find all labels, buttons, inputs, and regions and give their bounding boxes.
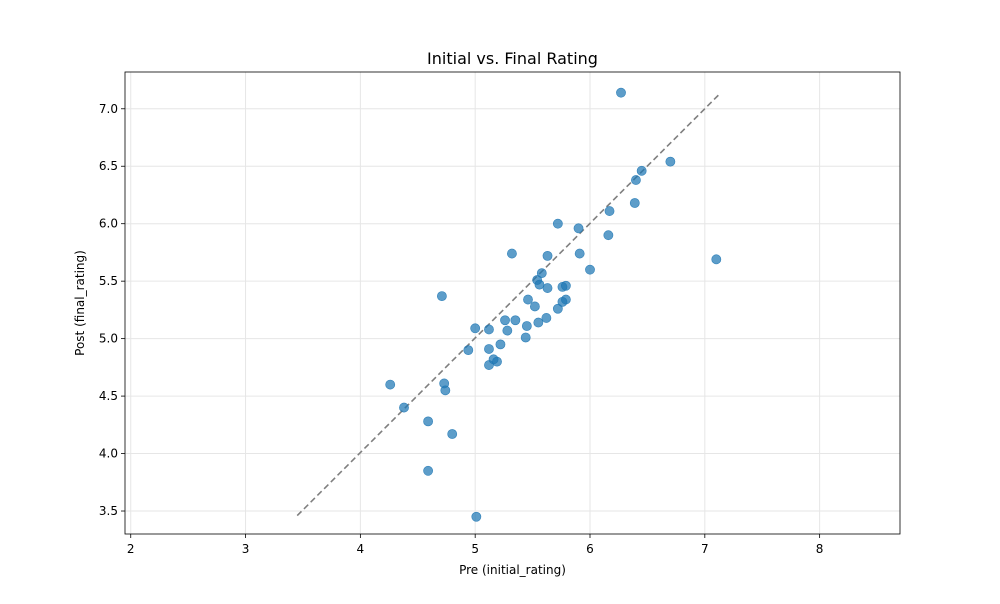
plot-area-frame xyxy=(124,71,901,535)
scatter-point xyxy=(541,313,552,323)
y-tick-label: 4.0 xyxy=(99,447,118,461)
scatter-point xyxy=(470,323,481,334)
scatter-point xyxy=(385,379,396,390)
scatter-point xyxy=(510,315,521,326)
scatter-point xyxy=(507,248,517,259)
scatter-point xyxy=(552,303,563,314)
scatter-point xyxy=(557,296,568,307)
scatter-point xyxy=(447,429,458,439)
scatter-point xyxy=(484,324,494,335)
scatter-point xyxy=(536,268,547,279)
scatter-point xyxy=(636,165,647,176)
scatter-point xyxy=(631,175,641,185)
x-tick-label: 3 xyxy=(242,542,250,556)
scatter-point xyxy=(574,248,585,259)
scatter-point xyxy=(423,465,434,476)
scatter-point xyxy=(533,317,544,328)
scatter-point xyxy=(463,345,474,356)
y-axis-label: Post (final_rating) xyxy=(73,250,87,356)
x-axis-ticks: 2 3 4 5 6 7 8 xyxy=(127,534,824,556)
x-tick-label: 5 xyxy=(471,542,479,556)
scatter-point xyxy=(603,230,614,241)
y-tick-label: 6.5 xyxy=(99,159,118,173)
y-tick-label: 3.5 xyxy=(99,504,118,518)
scatter-point xyxy=(557,282,568,292)
x-tick-label: 7 xyxy=(701,542,709,556)
scatter-point xyxy=(471,511,482,522)
scatter-point xyxy=(585,264,595,275)
scatter-point xyxy=(495,339,506,350)
scatter-point xyxy=(529,301,540,312)
scatter-point xyxy=(440,385,451,396)
scatter-point xyxy=(604,206,615,216)
scatter-point xyxy=(399,402,409,413)
scatter-point xyxy=(542,283,553,293)
gridlines xyxy=(125,72,900,534)
scatter-point xyxy=(423,416,434,427)
reference-line xyxy=(296,93,721,517)
x-tick-label: 8 xyxy=(816,542,824,556)
scatter-point xyxy=(500,315,510,326)
scatter-point xyxy=(484,360,494,370)
scatter-point xyxy=(552,218,563,229)
scatter-point xyxy=(542,250,553,261)
scatter-point xyxy=(520,332,531,343)
chart-title: Initial vs. Final Rating xyxy=(427,49,598,68)
x-tick-label: 2 xyxy=(127,542,135,556)
scatter-point xyxy=(502,325,513,336)
x-tick-label: 4 xyxy=(357,542,365,556)
scatter-point xyxy=(711,254,722,265)
scatter-point xyxy=(573,223,584,234)
reference-line-layer xyxy=(296,93,721,517)
scatter-point xyxy=(521,321,532,331)
scatter-point xyxy=(523,294,533,305)
data-points xyxy=(385,87,722,522)
y-tick-label: 6.0 xyxy=(99,217,118,231)
scatter-point xyxy=(484,344,494,354)
y-tick-label: 4.5 xyxy=(99,389,118,403)
scatter-point xyxy=(665,156,676,167)
x-tick-label: 6 xyxy=(586,542,594,556)
scatter-point xyxy=(436,291,447,302)
y-axis-ticks: 3.5 4.0 4.5 5.0 5.5 6.0 6.5 7.0 xyxy=(99,102,125,518)
scatter-point xyxy=(629,198,640,208)
scatter-point xyxy=(616,87,626,98)
x-axis-label: Pre (initial_rating) xyxy=(459,563,566,577)
y-tick-label: 5.0 xyxy=(99,332,118,346)
y-tick-label: 7.0 xyxy=(99,102,118,116)
y-tick-label: 5.5 xyxy=(99,274,118,288)
